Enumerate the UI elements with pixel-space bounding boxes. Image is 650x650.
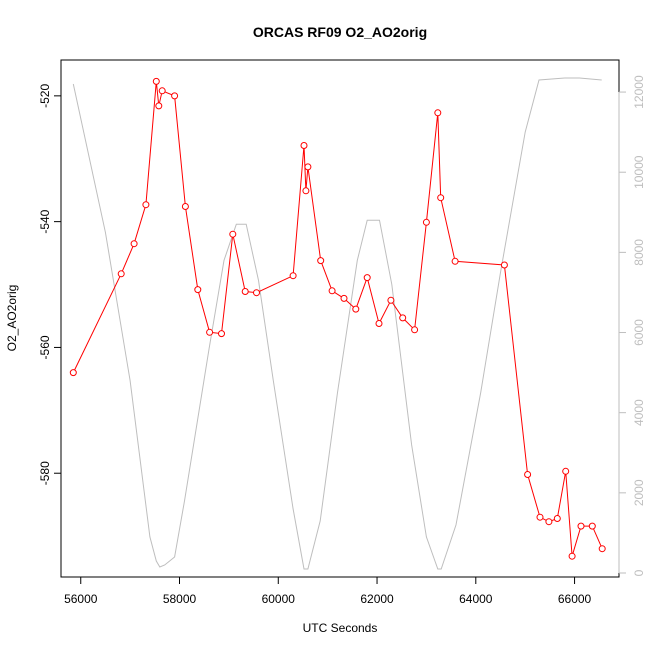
altitude-series-line: [72, 77, 602, 570]
data-point: [117, 270, 125, 278]
data-point: [304, 163, 312, 171]
y-tick-label: -580: [38, 461, 52, 485]
data-point: [524, 471, 532, 478]
data-point: [171, 92, 179, 100]
data-point: [577, 522, 585, 530]
data-point: [375, 320, 383, 327]
data-point: [130, 240, 138, 248]
data-point: [142, 201, 150, 209]
y-axis-label: O2_AO2orig: [5, 285, 19, 352]
y-tick-label: -520: [38, 84, 52, 108]
y2-tick-label: 10000: [632, 155, 646, 189]
data-point: [340, 294, 348, 302]
data-point: [152, 77, 160, 85]
data-point: [545, 518, 553, 526]
y2-tick-label: 2000: [632, 479, 646, 506]
chart-title: ORCAS RF09 O2_AO2orig: [253, 24, 427, 40]
x-tick-label: 64000: [459, 592, 493, 606]
data-point: [218, 330, 225, 338]
data-point: [536, 513, 544, 521]
data-point: [352, 305, 360, 313]
data-point: [568, 552, 576, 560]
data-point: [422, 218, 430, 226]
o2-series-line: [72, 81, 603, 557]
x-tick-label: 62000: [360, 592, 394, 606]
data-point: [451, 257, 459, 265]
x-axis-label: UTC Seconds: [303, 621, 378, 635]
data-point: [434, 109, 442, 117]
data-point: [411, 326, 419, 334]
y2-tick-label: 12000: [632, 75, 646, 109]
data-point: [194, 286, 202, 294]
data-point: [500, 261, 508, 269]
y2-tick-label: 0: [632, 569, 646, 576]
plot-area: [69, 77, 606, 570]
x-tick-label: 60000: [262, 592, 296, 606]
data-point: [206, 328, 214, 336]
data-point: [241, 288, 249, 295]
data-point: [363, 274, 371, 282]
data-point: [300, 142, 308, 149]
data-point: [553, 515, 561, 522]
data-point: [158, 87, 166, 95]
axes: 56000 58000 60000 62000 64000 66000-520-540-5…: [38, 75, 646, 606]
data-point: [181, 203, 189, 210]
data-point: [598, 545, 606, 553]
y2-tick-label: 4000: [632, 399, 646, 426]
data-point: [437, 194, 445, 202]
data-point: [302, 187, 310, 195]
data-point: [399, 314, 407, 322]
data-point: [562, 467, 570, 475]
data-point: [328, 287, 336, 295]
data-point: [155, 102, 163, 110]
x-tick-label: 66000: [558, 592, 592, 606]
data-point: [229, 230, 237, 238]
data-point: [289, 272, 297, 280]
data-point: [253, 289, 260, 297]
x-tick-label: 58000: [163, 592, 197, 606]
data-point: [317, 257, 325, 265]
y2-tick-label: 6000: [632, 319, 646, 346]
y-tick-label: -560: [38, 335, 52, 359]
y2-tick-label: 8000: [632, 239, 646, 266]
data-point: [387, 296, 395, 304]
data-point: [588, 522, 596, 530]
y-tick-label: -540: [38, 209, 52, 233]
x-tick-label: 56000: [64, 592, 98, 606]
data-point: [69, 369, 77, 377]
